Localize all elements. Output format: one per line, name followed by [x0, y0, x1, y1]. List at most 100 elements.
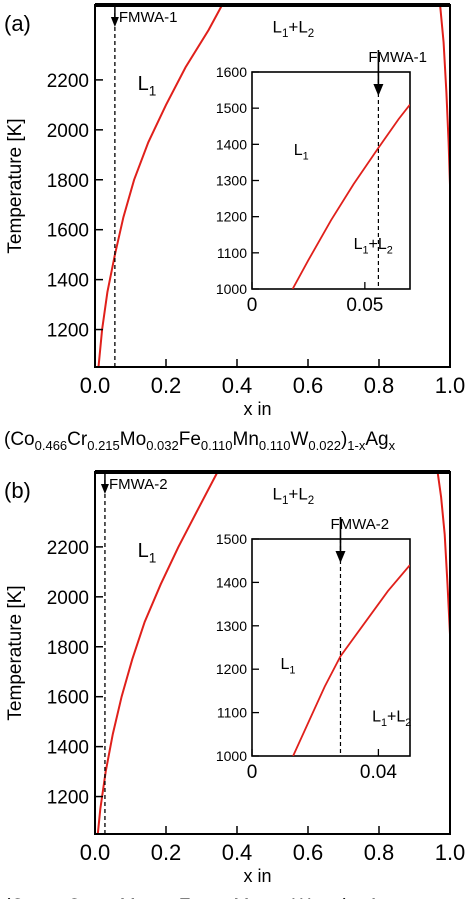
formula-part: Mo	[120, 429, 146, 450]
region-letter: L	[273, 17, 282, 36]
inset-y-tick-label: 1400	[216, 136, 247, 152]
x-tick-label: 1.0	[435, 840, 466, 865]
region-letter: L	[138, 540, 149, 562]
x-tick-label: 0.4	[222, 840, 253, 865]
region-plus-letter: +L	[387, 708, 405, 725]
x-tick-label: 0.6	[293, 373, 324, 398]
region-subscript: 1	[303, 151, 309, 163]
y-tick-label: 2000	[47, 588, 89, 609]
panel-b: FMWA-2 0.0 0.2 0.4 0.6 0.8 1.0 1200 1400 1600 1800…	[4, 470, 466, 899]
region-subscript: 1	[149, 550, 157, 565]
region-subscript-2: 2	[387, 245, 393, 257]
inset-y-tick-label: 1500	[216, 100, 247, 116]
inset: FMWA-20 0.04100011001200130014001500L1L1+…	[216, 516, 412, 783]
region-letter: L	[294, 142, 303, 159]
inset-y-tick-label: 1200	[216, 661, 247, 677]
formula-subscript: 1-x	[347, 438, 366, 453]
phase-region-label: L1	[138, 73, 157, 99]
inset-y-tick-label: 1000	[216, 281, 247, 297]
y-tick-label: 1800	[47, 638, 89, 659]
region-subscript: 1	[282, 28, 288, 40]
formula-subscript: 0.110	[201, 438, 233, 453]
x-axis-label: x in	[243, 866, 271, 886]
inset-y-tick-label: 1000	[216, 748, 247, 764]
panel-label: (b)	[4, 478, 31, 503]
phase-region-label: L1	[138, 540, 157, 566]
formula-part: Mo	[120, 896, 146, 899]
formula-part: Ag	[367, 896, 390, 899]
composition-formula: (Co0.421Cr0.194Mo0.016Fe0.162Mn0.162W0.0…	[4, 896, 398, 899]
formula-part: Fe	[179, 429, 201, 450]
liquidus-curve-1	[439, 5, 450, 185]
region-subscript: 1	[289, 665, 295, 677]
y-tick-label: 1200	[47, 788, 89, 809]
y-tick-label: 2200	[47, 71, 89, 92]
liquidus-curve-0	[96, 472, 219, 834]
x-tick-label: 1.0	[435, 373, 466, 398]
inset-marker-label: FMWA-1	[368, 49, 427, 66]
x-tick-label: 0.8	[364, 840, 395, 865]
x-tick-label: 0.0	[80, 840, 111, 865]
formula-subscript: 0.022	[308, 438, 341, 453]
region-plus-letter: +L	[288, 17, 307, 36]
region-letter: L	[372, 708, 381, 725]
y-tick-label: 1200	[47, 321, 89, 342]
formula-subscript: 0.466	[35, 438, 68, 453]
formula-subscript: 0.215	[87, 438, 120, 453]
region-subscript: 1	[381, 717, 387, 729]
region-plus-letter: +L	[288, 484, 307, 503]
y-tick-label: 1800	[47, 171, 89, 192]
formula-subscript: x	[389, 438, 396, 453]
y-tick-label: 1400	[47, 738, 89, 759]
formula-part: )	[341, 429, 347, 450]
liquidus-curve-1	[436, 472, 450, 635]
marker-arrow-icon	[100, 484, 109, 494]
x-tick-label: 0.0	[80, 373, 111, 398]
inset-phase-region-label: L1+L2	[354, 236, 393, 256]
formula-part: (Co	[4, 896, 35, 899]
inset-frame	[251, 538, 411, 757]
region-letter: L	[273, 484, 282, 503]
liquidus-curve-0	[97, 5, 223, 367]
inset-y-tick-label: 1100	[217, 245, 247, 261]
formula-part: Cr	[67, 429, 88, 450]
region-subscript: 1	[282, 495, 288, 507]
formula-part: W	[292, 896, 310, 899]
x-tick-label: 0.6	[293, 840, 324, 865]
marker-label: FMWA-2	[109, 476, 168, 493]
formula-part: Fe	[179, 896, 201, 899]
formula-subscript: 0.032	[146, 438, 179, 453]
phase-region-label: L1+L2	[273, 17, 315, 40]
x-tick-label: 0.4	[222, 373, 253, 398]
region-subscript-2: 2	[308, 28, 314, 40]
inset-y-tick-label: 1200	[216, 209, 247, 225]
panel-label: (a)	[4, 11, 31, 36]
marker-arrow-icon	[110, 17, 119, 27]
y-tick-label: 1600	[47, 688, 89, 709]
inset-liquidus-curve	[291, 104, 410, 289]
region-subscript-2: 2	[405, 717, 411, 729]
region-plus-letter: +L	[369, 236, 387, 253]
phase-region-label: L1+L2	[273, 484, 315, 507]
x-axis-label: x in	[243, 399, 271, 419]
y-tick-label: 1600	[47, 221, 89, 242]
formula-part: Ag	[365, 429, 388, 450]
formula-part: )	[343, 896, 349, 899]
inset-marker-label: FMWA-2	[330, 516, 389, 533]
region-subscript: 1	[362, 245, 368, 257]
region-letter: L	[354, 236, 363, 253]
inset-x-tick-label: 0.05	[346, 295, 383, 316]
region-subscript: 1	[149, 83, 157, 98]
inset-phase-region-label: L1+L2	[372, 708, 411, 728]
region-letter: L	[138, 73, 149, 95]
formula-subscript: 0.110	[259, 438, 291, 453]
formula-part: W	[290, 429, 308, 450]
y-tick-label: 2000	[47, 121, 89, 142]
inset-phase-region-label: L1	[280, 656, 295, 676]
formula-part: Mn	[233, 896, 259, 899]
formula-part: Cr	[67, 896, 88, 899]
inset-y-tick-label: 1300	[216, 173, 247, 189]
inset-y-tick-label: 1100	[217, 705, 247, 721]
inset-liquidus-curve	[292, 564, 410, 756]
